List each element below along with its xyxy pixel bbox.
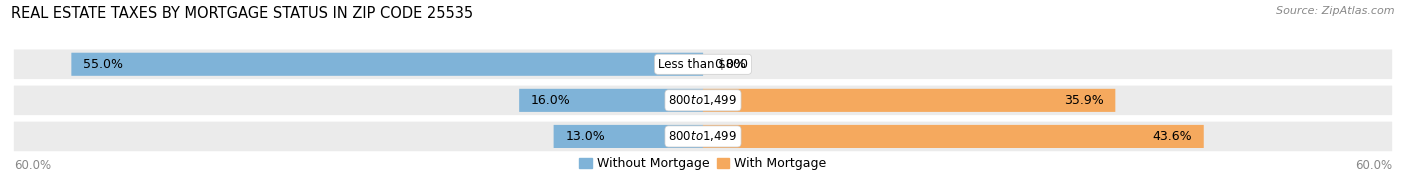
FancyBboxPatch shape [72, 53, 703, 76]
Text: 43.6%: 43.6% [1153, 130, 1192, 143]
Text: 60.0%: 60.0% [1355, 159, 1392, 172]
FancyBboxPatch shape [14, 122, 1392, 151]
Text: Less than $800: Less than $800 [658, 58, 748, 71]
FancyBboxPatch shape [703, 125, 1204, 148]
Text: 16.0%: 16.0% [531, 94, 571, 107]
Text: 0.0%: 0.0% [714, 58, 747, 71]
Text: REAL ESTATE TAXES BY MORTGAGE STATUS IN ZIP CODE 25535: REAL ESTATE TAXES BY MORTGAGE STATUS IN … [11, 6, 474, 21]
Legend: Without Mortgage, With Mortgage: Without Mortgage, With Mortgage [574, 152, 832, 176]
Text: 60.0%: 60.0% [14, 159, 51, 172]
Text: 35.9%: 35.9% [1064, 94, 1104, 107]
FancyBboxPatch shape [703, 89, 1115, 112]
FancyBboxPatch shape [554, 125, 703, 148]
Text: 55.0%: 55.0% [83, 58, 122, 71]
FancyBboxPatch shape [14, 50, 1392, 79]
Text: Source: ZipAtlas.com: Source: ZipAtlas.com [1277, 6, 1395, 16]
FancyBboxPatch shape [519, 89, 703, 112]
FancyBboxPatch shape [14, 86, 1392, 115]
Text: $800 to $1,499: $800 to $1,499 [668, 93, 738, 107]
Text: 13.0%: 13.0% [565, 130, 605, 143]
Text: $800 to $1,499: $800 to $1,499 [668, 129, 738, 144]
